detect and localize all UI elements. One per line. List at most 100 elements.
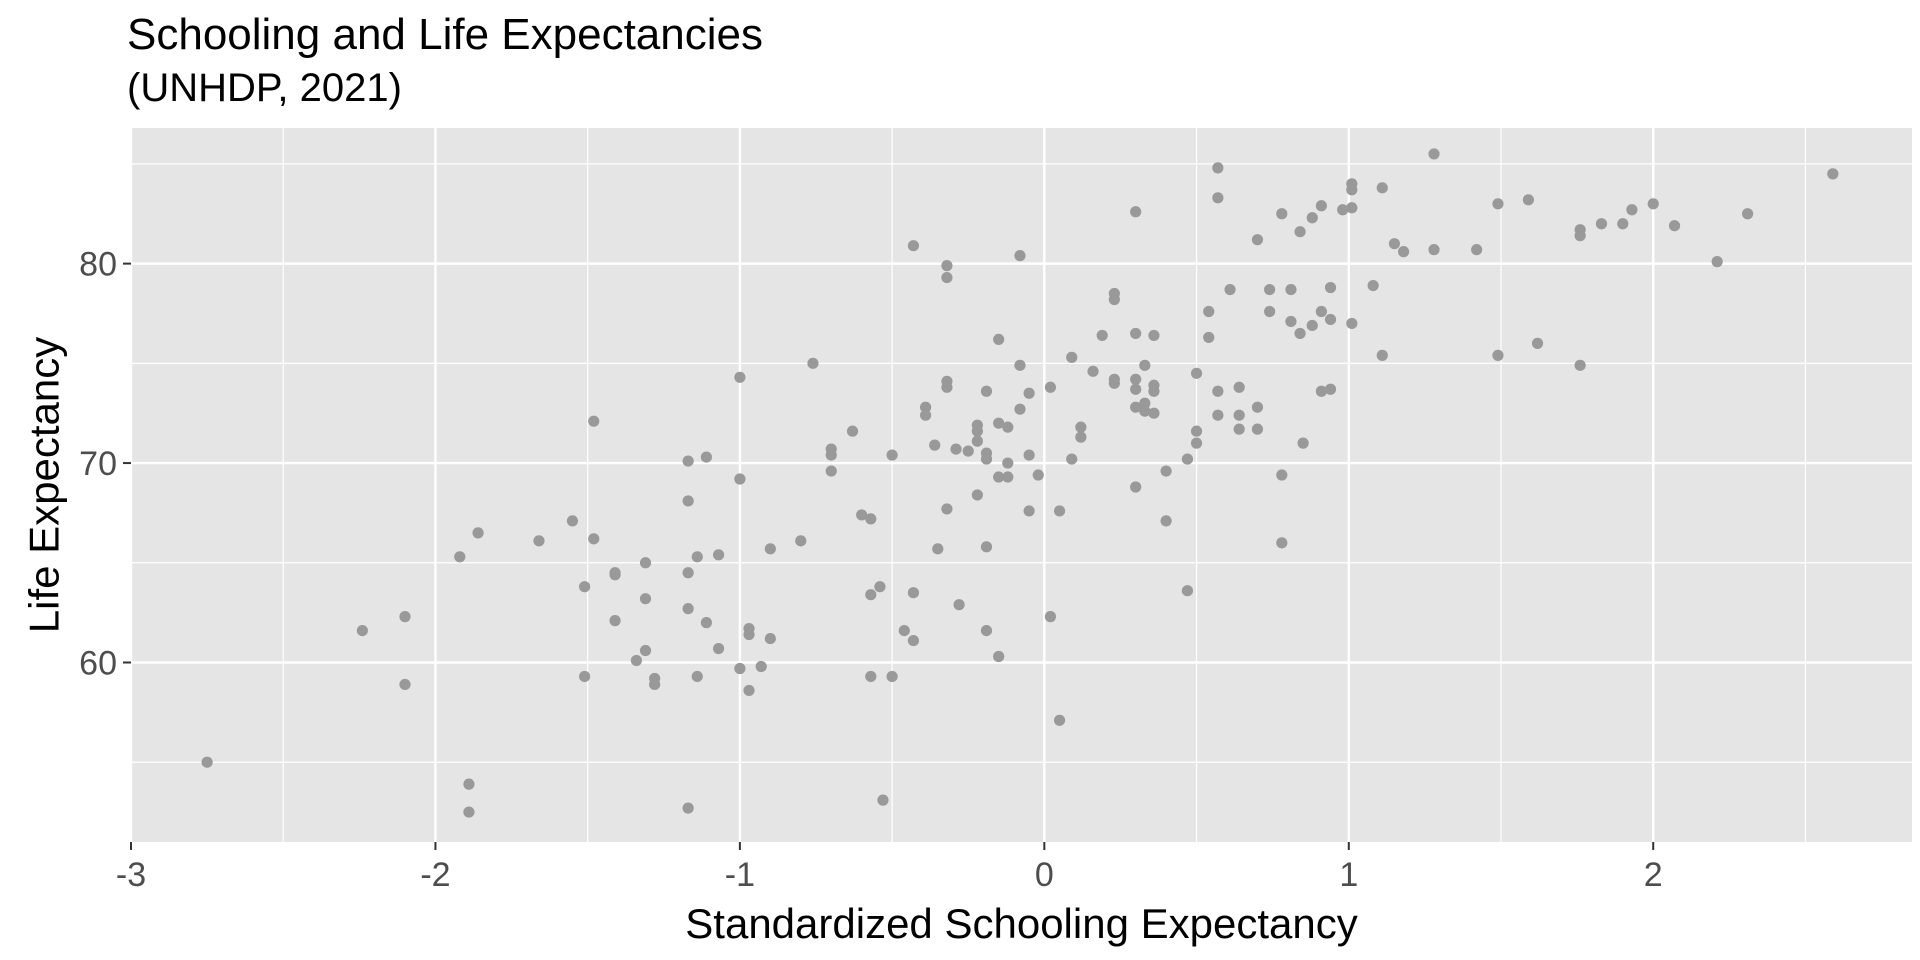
data-point bbox=[1044, 381, 1057, 393]
data-point bbox=[743, 684, 755, 697]
data-point bbox=[734, 371, 746, 383]
data-point bbox=[1276, 537, 1288, 549]
data-point bbox=[712, 642, 725, 655]
data-point bbox=[1492, 198, 1504, 210]
minor-gridlines bbox=[131, 128, 1912, 842]
data-point bbox=[1306, 319, 1318, 332]
data-point bbox=[1139, 405, 1151, 417]
data-point bbox=[579, 670, 591, 683]
data-point bbox=[472, 527, 484, 539]
data-point bbox=[1388, 238, 1401, 250]
data-point bbox=[941, 260, 953, 272]
data-point bbox=[1023, 387, 1035, 399]
data-point bbox=[865, 670, 877, 683]
chart-subtitle: (UNHDP, 2021) bbox=[127, 66, 402, 110]
data-point bbox=[691, 551, 703, 563]
data-point bbox=[764, 543, 776, 555]
y-tick-label: 60 bbox=[79, 645, 117, 683]
data-point bbox=[980, 624, 993, 637]
data-point bbox=[1264, 305, 1276, 318]
data-point bbox=[1096, 329, 1108, 342]
data-point bbox=[1233, 381, 1245, 393]
data-point bbox=[795, 535, 807, 547]
data-point bbox=[953, 599, 965, 611]
data-point bbox=[856, 509, 868, 521]
data-point bbox=[1032, 469, 1044, 481]
data-point bbox=[1002, 421, 1014, 433]
x-axis-title: Standardized Schooling Expectancy bbox=[685, 900, 1357, 947]
data-point bbox=[579, 581, 591, 593]
data-point bbox=[1139, 397, 1151, 409]
data-point bbox=[712, 549, 725, 561]
data-point bbox=[1130, 206, 1142, 218]
data-point bbox=[1203, 331, 1215, 344]
data-point bbox=[1471, 244, 1483, 256]
data-point bbox=[1160, 515, 1172, 527]
data-point bbox=[1647, 198, 1659, 210]
data-point bbox=[630, 654, 642, 667]
major-gridlines bbox=[129, 128, 1912, 842]
data-point bbox=[1297, 437, 1309, 449]
data-point bbox=[1574, 359, 1586, 371]
data-point bbox=[980, 385, 993, 397]
data-point bbox=[1066, 453, 1078, 465]
axis-ticks bbox=[123, 262, 1655, 850]
data-point bbox=[1224, 283, 1236, 296]
data-point bbox=[929, 439, 941, 451]
data-point bbox=[682, 567, 694, 579]
data-point bbox=[1315, 385, 1327, 397]
data-point bbox=[1148, 385, 1160, 397]
data-point bbox=[1190, 437, 1203, 449]
data-point bbox=[907, 587, 920, 599]
data-point bbox=[1130, 327, 1142, 340]
data-point bbox=[454, 551, 466, 563]
data-point bbox=[993, 471, 1005, 483]
data-point bbox=[1492, 349, 1504, 361]
data-point bbox=[588, 415, 600, 427]
data-point bbox=[639, 593, 652, 605]
data-point bbox=[356, 624, 368, 637]
data-point bbox=[1053, 505, 1066, 517]
data-point bbox=[1668, 220, 1681, 232]
data-point bbox=[941, 381, 953, 393]
data-point bbox=[1130, 401, 1142, 413]
data-point bbox=[1212, 192, 1224, 204]
data-point bbox=[755, 660, 767, 673]
x-tick-label: -1 bbox=[725, 856, 755, 894]
data-point bbox=[971, 489, 983, 501]
data-point bbox=[1428, 244, 1440, 256]
data-point bbox=[1190, 425, 1203, 437]
data-point bbox=[1023, 505, 1035, 517]
data-point bbox=[1285, 315, 1297, 328]
x-tick-label: 0 bbox=[1035, 856, 1054, 894]
y-tick-label: 70 bbox=[79, 445, 117, 483]
data-point bbox=[1285, 283, 1297, 296]
x-axis-tick-labels: -3 -2 -1 0 1 2 bbox=[116, 856, 1663, 894]
chart-title: Schooling and Life Expectancies bbox=[127, 10, 763, 59]
data-point bbox=[993, 333, 1005, 346]
data-point bbox=[825, 465, 837, 477]
data-point bbox=[682, 495, 694, 507]
data-point bbox=[609, 569, 621, 581]
data-point bbox=[1315, 200, 1327, 212]
data-point bbox=[886, 449, 898, 461]
data-point bbox=[1324, 383, 1337, 395]
data-point bbox=[1294, 226, 1306, 238]
data-point bbox=[1108, 377, 1120, 389]
data-point bbox=[1346, 202, 1358, 214]
data-point bbox=[1337, 204, 1349, 216]
data-point bbox=[1139, 359, 1151, 371]
data-point bbox=[682, 802, 694, 814]
data-point bbox=[877, 794, 889, 806]
data-point bbox=[1075, 421, 1087, 433]
data-point bbox=[1251, 401, 1264, 413]
data-point bbox=[1148, 329, 1160, 342]
data-point bbox=[691, 670, 703, 683]
data-point bbox=[1002, 457, 1014, 469]
data-point bbox=[993, 650, 1005, 663]
data-point bbox=[1264, 283, 1276, 296]
data-point bbox=[1108, 293, 1120, 306]
data-point bbox=[1130, 373, 1142, 385]
data-point bbox=[1742, 208, 1754, 220]
